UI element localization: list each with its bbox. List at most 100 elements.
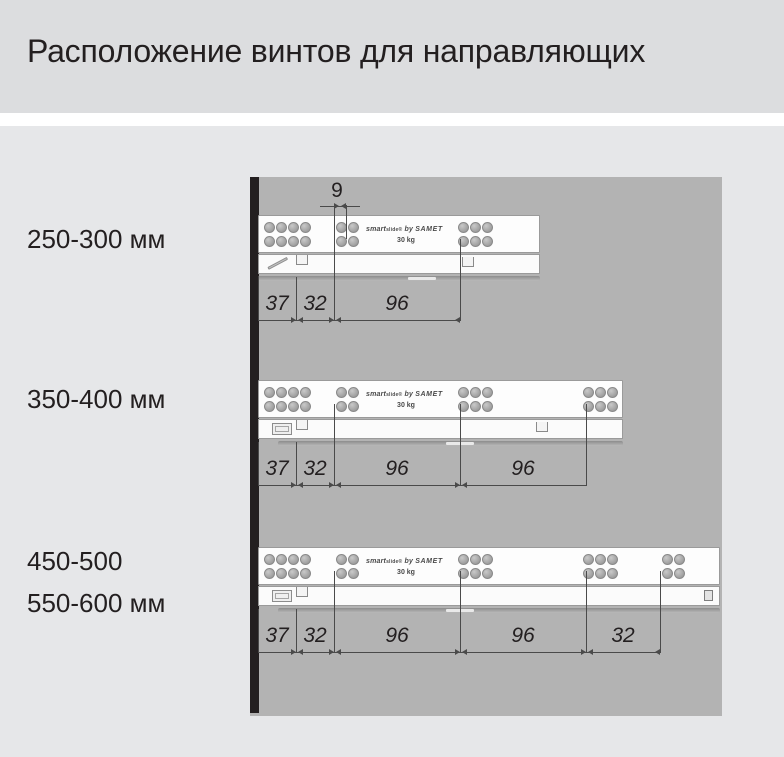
dim-arrow <box>334 203 339 209</box>
screw-hole <box>276 401 287 412</box>
screw-hole <box>470 568 481 579</box>
dim-arrow <box>329 317 334 323</box>
screw-hole <box>300 568 311 579</box>
screw-hole <box>264 401 275 412</box>
screw-hole <box>607 554 618 565</box>
dim-line <box>258 320 460 321</box>
brand-name-samet: SAMET <box>415 391 443 398</box>
screw-hole <box>607 387 618 398</box>
screw-hole <box>336 554 347 565</box>
dim-label-32-b: 32 <box>611 624 635 647</box>
screw-hole <box>348 222 359 233</box>
screw-hole <box>583 401 594 412</box>
screw-hole <box>264 554 275 565</box>
dim-ext-line <box>334 205 335 239</box>
brand-name-smart: smart <box>366 558 387 565</box>
screw-hole <box>674 554 685 565</box>
brand-name-samet: SAMET <box>415 226 443 233</box>
screw-hole <box>300 401 311 412</box>
slide-assembly-250-300: smartslide® by SAMET 30 kg <box>258 215 540 305</box>
brand-by: by <box>404 558 414 565</box>
dim-arrow <box>291 317 296 323</box>
dim-arrow <box>329 649 334 655</box>
dim-label-32: 32 <box>303 457 327 480</box>
slide-assembly-350-400: smartslide® by SAMET 30 kg <box>258 380 623 470</box>
slide-profile-upper <box>258 215 540 253</box>
screw-hole <box>276 568 287 579</box>
slide-profile-lower <box>258 586 720 606</box>
brand-name-slide: slide® <box>386 227 403 233</box>
dim-arrow <box>298 317 303 323</box>
screw-hole <box>458 236 469 247</box>
brand-by: by <box>404 391 414 398</box>
dim-ext-line <box>460 571 461 653</box>
slide-rail-highlight <box>408 277 436 280</box>
dim-ext-line <box>258 609 259 653</box>
dim-ext-line <box>660 571 661 653</box>
dim-ext-line <box>334 404 335 486</box>
screw-hole <box>470 387 481 398</box>
load-rating: 30 kg <box>397 237 415 244</box>
header-band <box>0 0 784 113</box>
brand-name-smart: smart <box>366 226 387 233</box>
screw-hole <box>458 387 469 398</box>
screw-hole <box>470 554 481 565</box>
dim-label-96: 96 <box>385 292 409 315</box>
dim-line <box>258 485 586 486</box>
screw-hole <box>276 554 287 565</box>
soft-close-mechanism <box>272 423 292 435</box>
dim-label-96-a: 96 <box>385 457 409 480</box>
dim-ext-line <box>346 205 347 239</box>
screw-hole <box>482 568 493 579</box>
screw-hole <box>276 387 287 398</box>
slide-rail <box>258 276 540 281</box>
screw-hole <box>288 236 299 247</box>
screw-hole <box>300 236 311 247</box>
slide-assembly-450-600: smartslide® by SAMET 30 kg <box>258 547 720 637</box>
dim-line <box>320 206 360 207</box>
screw-hole <box>662 554 673 565</box>
dim-arrow <box>455 649 460 655</box>
dim-arrow <box>581 649 586 655</box>
dim-arrow <box>336 649 341 655</box>
dim-ext-line <box>296 442 297 486</box>
brand-by: by <box>404 226 414 233</box>
dim-arrow <box>341 203 346 209</box>
dim-ext-line <box>334 571 335 653</box>
screw-hole <box>288 401 299 412</box>
slide-profile-upper <box>258 547 720 585</box>
screw-hole <box>482 387 493 398</box>
screw-hole <box>348 554 359 565</box>
dim-arrow <box>298 649 303 655</box>
mounting-bracket-left <box>296 420 308 430</box>
dim-label-96-b: 96 <box>511 457 535 480</box>
brand-logo: smartslide® by SAMET <box>366 558 443 565</box>
dim-ext-line <box>334 239 335 321</box>
brand-name-slide: slide® <box>386 392 403 398</box>
screw-hole <box>264 222 275 233</box>
row-label-250-300: 250-300 мм <box>27 224 166 254</box>
brand-name-samet: SAMET <box>415 558 443 565</box>
dim-label-96-b: 96 <box>511 624 535 647</box>
screw-hole <box>583 387 594 398</box>
screw-hole <box>264 387 275 398</box>
brand-logo: smartslide® by SAMET <box>366 226 443 233</box>
screw-hole <box>458 401 469 412</box>
dim-arrow <box>462 649 467 655</box>
screw-hole <box>336 568 347 579</box>
dim-label-37: 37 <box>265 624 289 647</box>
dim-arrow <box>462 482 467 488</box>
slide-rail <box>278 608 720 613</box>
dim-ext-line <box>586 404 587 486</box>
screw-hole <box>583 568 594 579</box>
screw-hole <box>458 554 469 565</box>
page-title: Расположение винтов для направляющих <box>27 33 646 69</box>
cabinet-wall <box>250 177 259 713</box>
screw-hole <box>482 222 493 233</box>
screw-hole <box>336 387 347 398</box>
screw-hole <box>595 401 606 412</box>
screw-hole <box>288 222 299 233</box>
screw-hole <box>276 236 287 247</box>
dim-arrow <box>298 482 303 488</box>
screw-hole <box>595 554 606 565</box>
